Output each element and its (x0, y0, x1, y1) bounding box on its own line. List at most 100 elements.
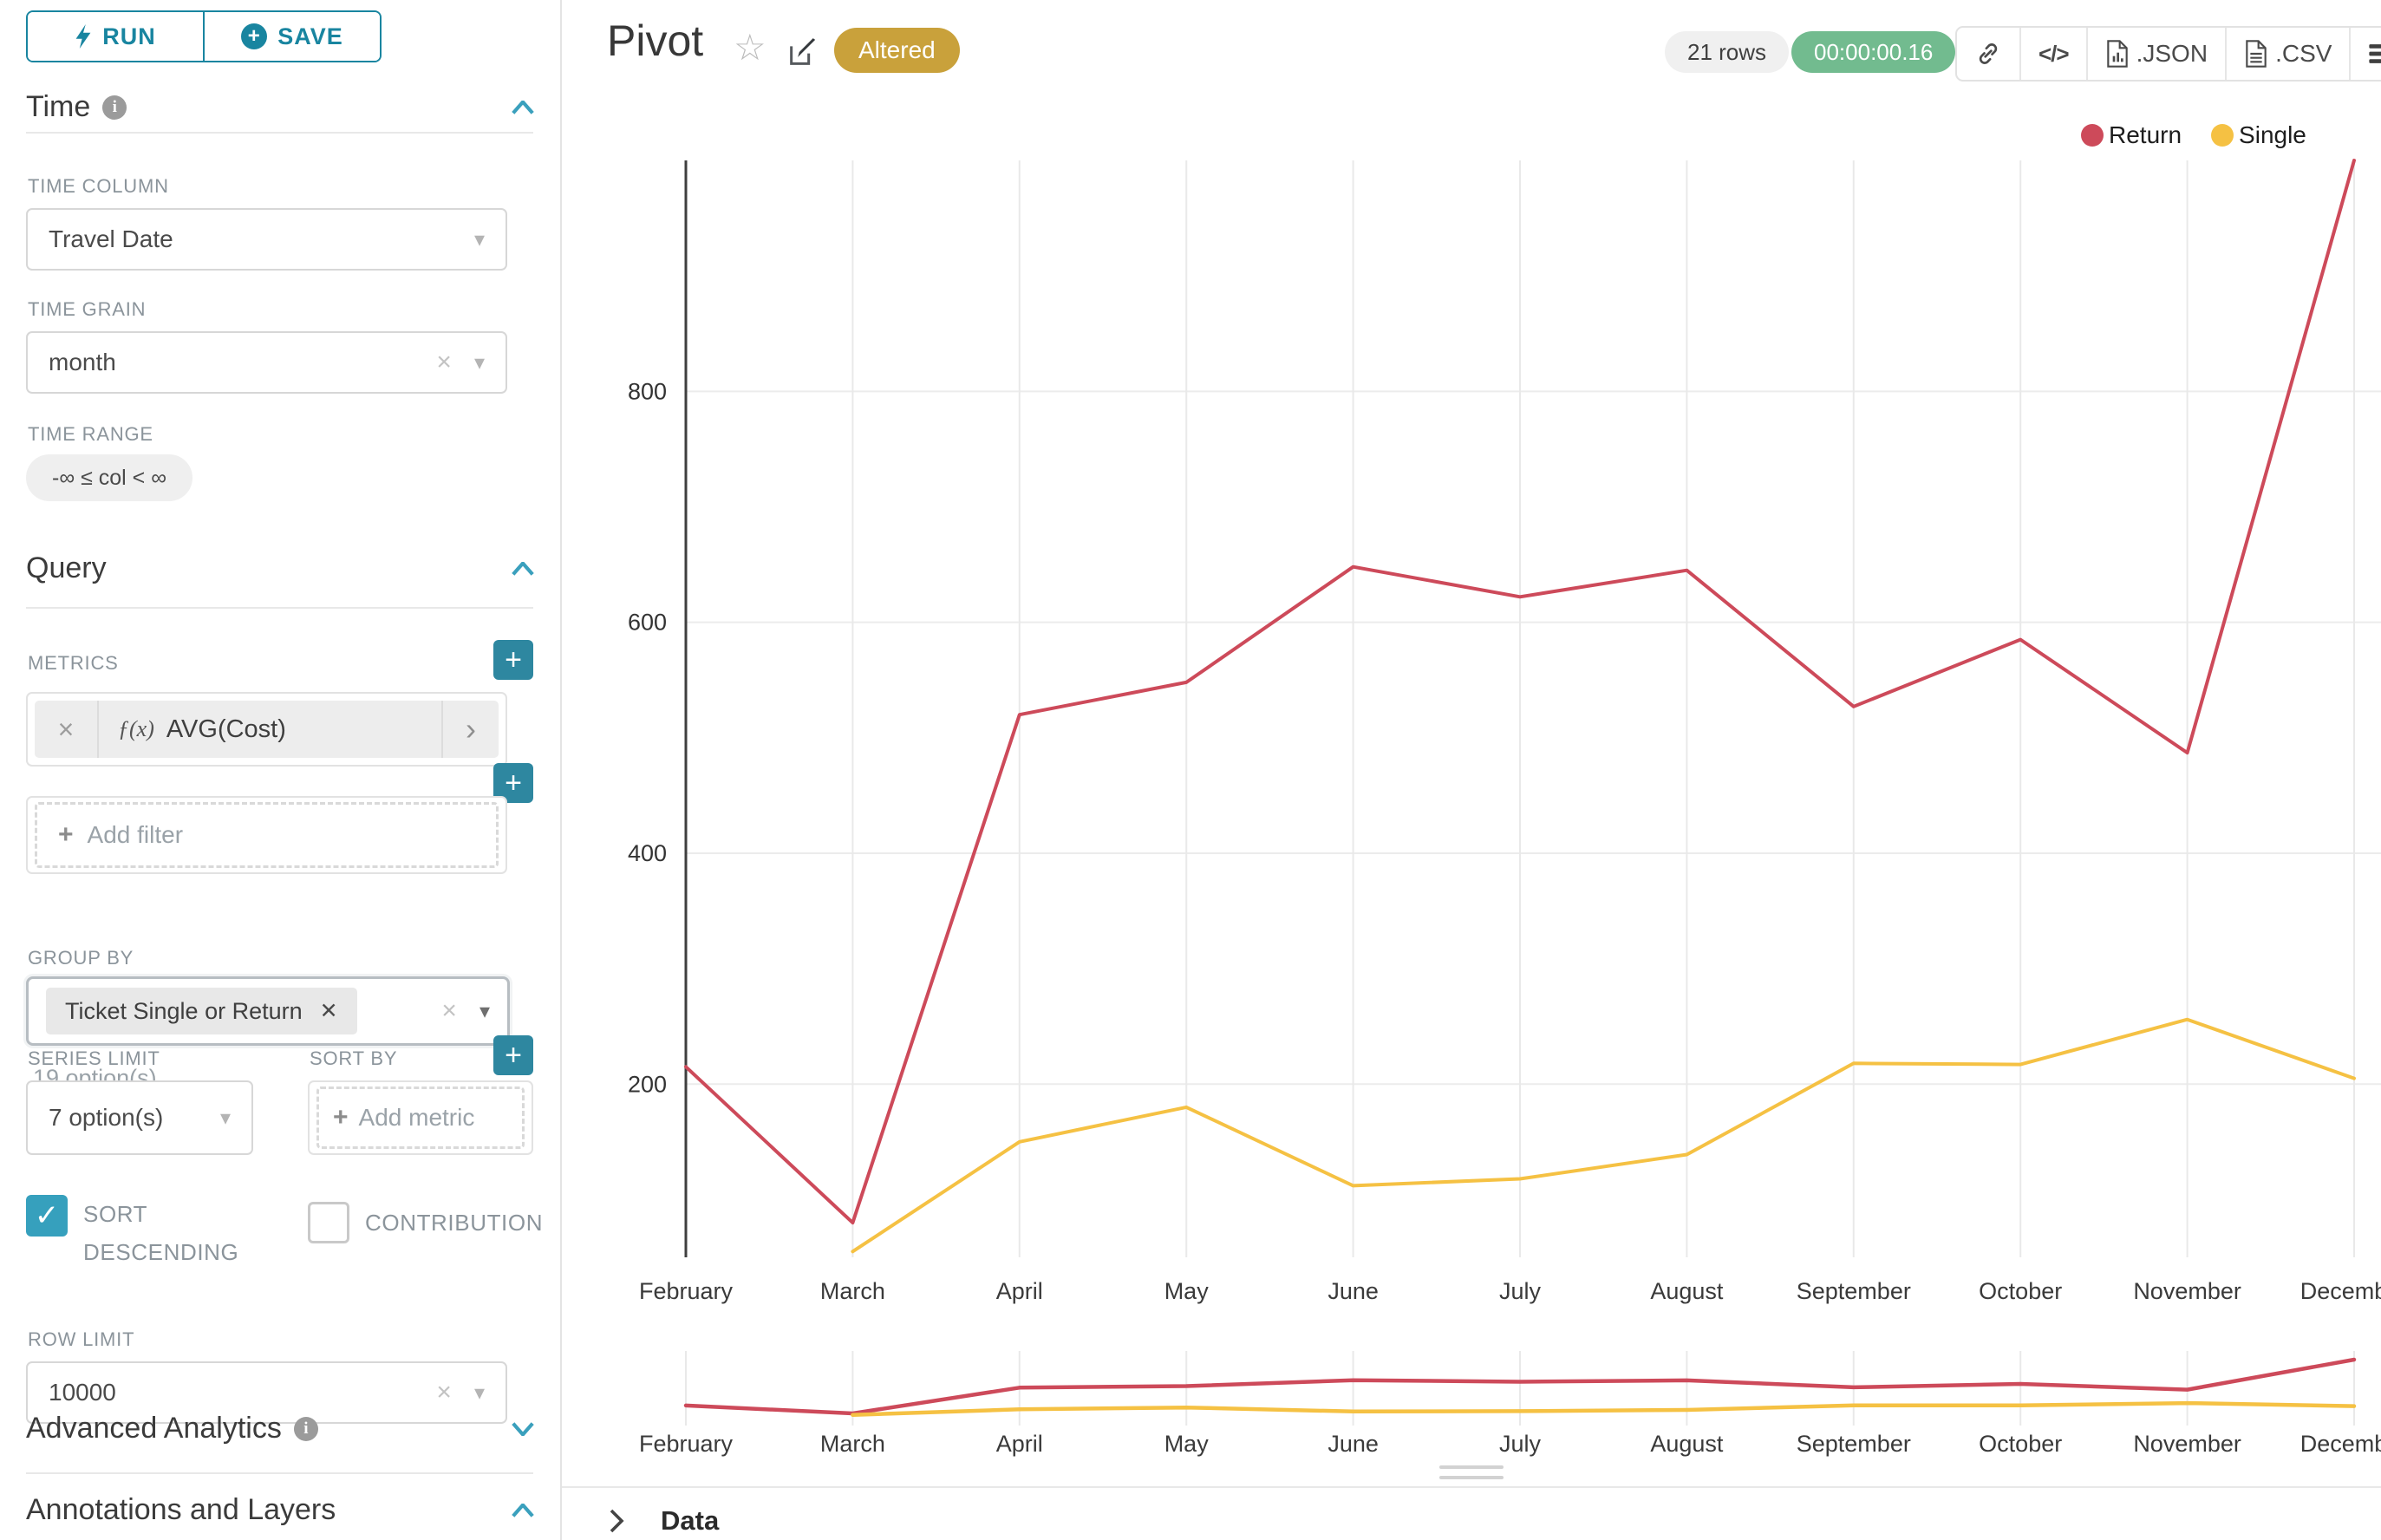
add-sort-metric[interactable]: + Add metric (316, 1086, 525, 1149)
add-sort-metric-button[interactable]: + (493, 1035, 533, 1075)
more-menu-button[interactable] (2349, 28, 2381, 80)
clear-icon[interactable]: × (436, 1378, 452, 1406)
add-metric-button[interactable]: + (493, 640, 533, 680)
x-tick-label: September (1797, 1431, 1911, 1457)
control-panel-sidebar: RUN + SAVE Time i TIME COLUMN Travel Dat… (0, 0, 562, 1540)
remove-metric-icon[interactable]: × (35, 701, 99, 758)
caret-down-icon[interactable]: ▾ (219, 1106, 231, 1130)
caret-down-icon[interactable]: ▾ (479, 999, 490, 1023)
x-tick-label: October (1979, 1278, 2062, 1304)
sort-descending-label: SORT DESCENDING (83, 1201, 239, 1266)
x-tick-label: March (820, 1431, 885, 1457)
x-tick-label: December (2300, 1278, 2381, 1304)
clear-icon[interactable]: × (436, 348, 452, 376)
x-tick-label: February (639, 1278, 734, 1304)
view-query-button[interactable]: </> (2019, 28, 2086, 80)
metric-body[interactable]: ƒ(x) AVG(Cost) (99, 715, 441, 744)
x-tick-label: April (996, 1278, 1043, 1304)
x-tick-label: July (1499, 1278, 1542, 1304)
return-line (683, 1357, 2357, 1416)
filters-container: + Add filter (26, 796, 507, 874)
json-file-icon (2106, 40, 2128, 68)
remove-tag-icon[interactable]: ✕ (319, 999, 338, 1023)
series-limit-select[interactable]: 7 option(s) ▾ (26, 1080, 253, 1155)
caret-down-icon[interactable]: ▾ (473, 1380, 485, 1405)
edit-icon[interactable] (786, 35, 820, 69)
chart-legend: Return Single (2081, 121, 2306, 149)
row-limit-select[interactable]: 10000 × ▾ (26, 1361, 507, 1424)
return-line (684, 159, 2356, 1225)
x-tick-label: August (1650, 1278, 1724, 1304)
x-tick-label: August (1650, 1431, 1724, 1457)
link-icon (1979, 43, 1998, 64)
group-by-tag[interactable]: Ticket Single or Return ✕ (46, 988, 357, 1034)
single-legend-dot (2211, 124, 2234, 147)
hamburger-menu-icon (2369, 44, 2381, 63)
data-section-label: Data (661, 1505, 720, 1536)
chevron-down-icon[interactable] (512, 1421, 534, 1436)
export-json-button[interactable]: .JSON (2085, 28, 2225, 80)
time-section-header[interactable]: Time i (26, 90, 534, 124)
chevron-up-icon[interactable] (512, 561, 534, 576)
time-column-value: Travel Date (49, 225, 173, 252)
query-section-header[interactable]: Query (26, 551, 534, 585)
group-by-tag-label: Ticket Single or Return (65, 997, 303, 1024)
contribution-control[interactable]: CONTRIBUTION (308, 1202, 543, 1243)
share-link-button[interactable] (1957, 28, 2019, 80)
lightning-icon (75, 24, 91, 49)
save-button-label: SAVE (277, 23, 343, 49)
save-button[interactable]: + SAVE (203, 12, 380, 61)
info-icon: i (293, 1416, 318, 1441)
x-tick-label: June (1327, 1278, 1379, 1304)
line-chart: 200 400 600 800 February March April May June Jul… (628, 159, 2381, 1304)
sort-descending-control[interactable]: ✓ SORT DESCENDING (26, 1195, 269, 1271)
advanced-analytics-header[interactable]: Advanced Analytics i (26, 1412, 534, 1445)
group-by-label: GROUP BY (28, 947, 134, 969)
query-timer-label: 00:00:00.16 (1814, 38, 1934, 65)
chevron-up-icon[interactable] (512, 1503, 534, 1517)
export-csv-button[interactable]: .CSV (2225, 28, 2349, 80)
group-by-select[interactable]: Ticket Single or Return ✕ × ▾ (26, 976, 510, 1046)
legend-item-return[interactable]: Return (2081, 121, 2182, 149)
run-button[interactable]: RUN (28, 12, 203, 61)
contribution-label: CONTRIBUTION (365, 1209, 544, 1236)
x-tick-label: September (1797, 1278, 1911, 1304)
time-grain-select[interactable]: month × ▾ (26, 331, 507, 394)
single-legend-label: Single (2239, 121, 2306, 148)
caret-down-icon[interactable]: ▾ (473, 350, 485, 375)
section-divider (26, 1472, 533, 1474)
y-tick-label: 800 (628, 378, 667, 404)
legend-item-single[interactable]: Single (2211, 121, 2306, 149)
run-save-button-group: RUN + SAVE (26, 10, 382, 62)
add-filter-button[interactable]: + Add filter (35, 802, 499, 868)
caret-down-icon[interactable]: ▾ (473, 227, 485, 251)
advanced-analytics-title: Advanced Analytics (26, 1412, 282, 1445)
resize-drag-handle[interactable] (1439, 1465, 1504, 1486)
x-tick-label: December (2300, 1431, 2381, 1457)
annotations-header[interactable]: Annotations and Layers (26, 1493, 534, 1527)
chevron-right-icon[interactable]: › (441, 701, 499, 758)
fx-icon: ƒ(x) (118, 716, 154, 741)
single-line (851, 1400, 2357, 1417)
query-timer-badge: 00:00:00.16 (1791, 31, 1956, 73)
favorite-star-icon[interactable]: ☆ (734, 27, 766, 68)
y-tick-label: 200 (628, 1071, 667, 1097)
chevron-up-icon[interactable] (512, 100, 534, 114)
x-tick-label: May (1164, 1278, 1210, 1304)
export-json-label: .JSON (2136, 40, 2208, 67)
altered-badge-label: Altered (858, 36, 936, 63)
export-button-group: </> .JSON .CSV (1955, 26, 2381, 82)
time-range-pill[interactable]: -∞ ≤ col < ∞ (26, 454, 193, 501)
clear-icon[interactable]: × (441, 996, 457, 1025)
chart-brush-preview[interactable]: February March April May June July August Septe… (562, 1346, 2381, 1467)
code-icon: </> (2039, 40, 2070, 67)
sort-descending-checkbox[interactable]: ✓ (26, 1195, 68, 1237)
altered-badge[interactable]: Altered (834, 28, 960, 73)
contribution-checkbox[interactable] (308, 1202, 349, 1243)
metric-pill[interactable]: × ƒ(x) AVG(Cost) › (35, 701, 499, 758)
time-column-select[interactable]: Travel Date ▾ (26, 208, 507, 271)
series-limit-label: SERIES LIMIT (28, 1047, 160, 1069)
x-tick-label: May (1164, 1431, 1210, 1457)
data-section-toggle[interactable]: Data (607, 1505, 719, 1537)
